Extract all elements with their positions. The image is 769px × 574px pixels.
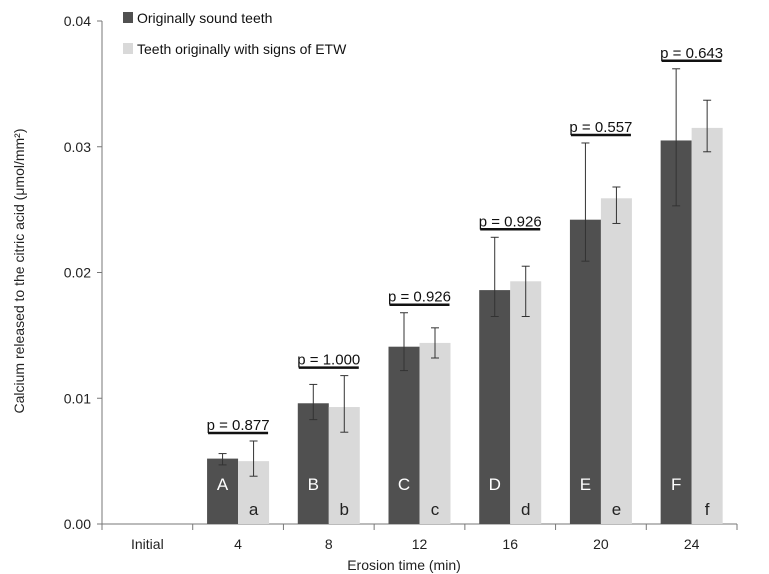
p-value-label: p = 1.000 bbox=[297, 352, 360, 369]
x-tick-label: 20 bbox=[593, 536, 609, 552]
legend: Originally sound teeth Teeth originally … bbox=[123, 10, 347, 57]
y-axis-title: Calcium released to the citric acid (μmo… bbox=[11, 128, 27, 413]
group-letter-etw: e bbox=[612, 500, 621, 519]
p-value-annotations: p = 0.877 p = 1.000 p = 0.926 p = 0.926 p = … bbox=[207, 45, 723, 435]
group-letter-etw: f bbox=[705, 500, 710, 519]
group-letter-sound: B bbox=[308, 475, 319, 494]
bar-etw bbox=[510, 281, 542, 524]
p-value-label: p = 0.643 bbox=[660, 45, 723, 62]
bar-etw bbox=[691, 127, 723, 524]
x-tick-label: 16 bbox=[502, 536, 518, 552]
x-tick-label: 4 bbox=[234, 536, 242, 552]
x-tick-label: Initial bbox=[131, 536, 164, 552]
y-tick-label: 0.02 bbox=[64, 265, 91, 281]
legend-swatch-sound bbox=[123, 12, 133, 23]
y-tick-label: 0.03 bbox=[64, 139, 91, 155]
bar-etw bbox=[419, 342, 451, 524]
y-axis: 0.00 0.01 0.02 0.03 0.04 bbox=[64, 13, 103, 532]
group-letter-sound: A bbox=[217, 475, 229, 494]
p-value-label: p = 0.926 bbox=[479, 213, 542, 230]
x-axis-title: Erosion time (min) bbox=[347, 557, 461, 573]
p-value-label: p = 0.926 bbox=[388, 289, 451, 306]
group-letter-etw: d bbox=[521, 500, 530, 519]
p-value-label: p = 0.877 bbox=[207, 417, 270, 434]
bar-sound bbox=[479, 290, 511, 524]
x-tick-label: 24 bbox=[684, 536, 700, 552]
bar-sound bbox=[569, 219, 601, 524]
x-tick-label: 8 bbox=[325, 536, 333, 552]
bars: A B C D E Fa b c d e f bbox=[207, 68, 723, 524]
group-letter-etw: a bbox=[249, 500, 259, 519]
bar-sound bbox=[297, 403, 329, 524]
y-tick-label: 0.00 bbox=[64, 516, 91, 532]
group-letter-sound: C bbox=[398, 475, 410, 494]
legend-swatch-etw bbox=[123, 43, 133, 54]
bar-sound bbox=[207, 458, 239, 524]
bar-sound bbox=[388, 346, 420, 524]
group-letter-etw: b bbox=[340, 500, 349, 519]
legend-label-etw: Teeth originally with signs of ETW bbox=[137, 41, 347, 57]
group-letter-sound: D bbox=[489, 475, 501, 494]
p-value-label: p = 0.557 bbox=[569, 119, 632, 136]
y-tick-label: 0.01 bbox=[64, 390, 91, 406]
x-axis: Initial 4 8 12 16 20 24 bbox=[101, 523, 738, 552]
bar-etw bbox=[600, 198, 632, 524]
group-letter-etw: c bbox=[431, 500, 440, 519]
group-letter-sound: E bbox=[580, 475, 591, 494]
y-tick-label: 0.04 bbox=[64, 13, 91, 29]
group-letter-sound: F bbox=[671, 475, 681, 494]
x-tick-label: 12 bbox=[412, 536, 428, 552]
legend-label-sound: Originally sound teeth bbox=[137, 10, 272, 26]
